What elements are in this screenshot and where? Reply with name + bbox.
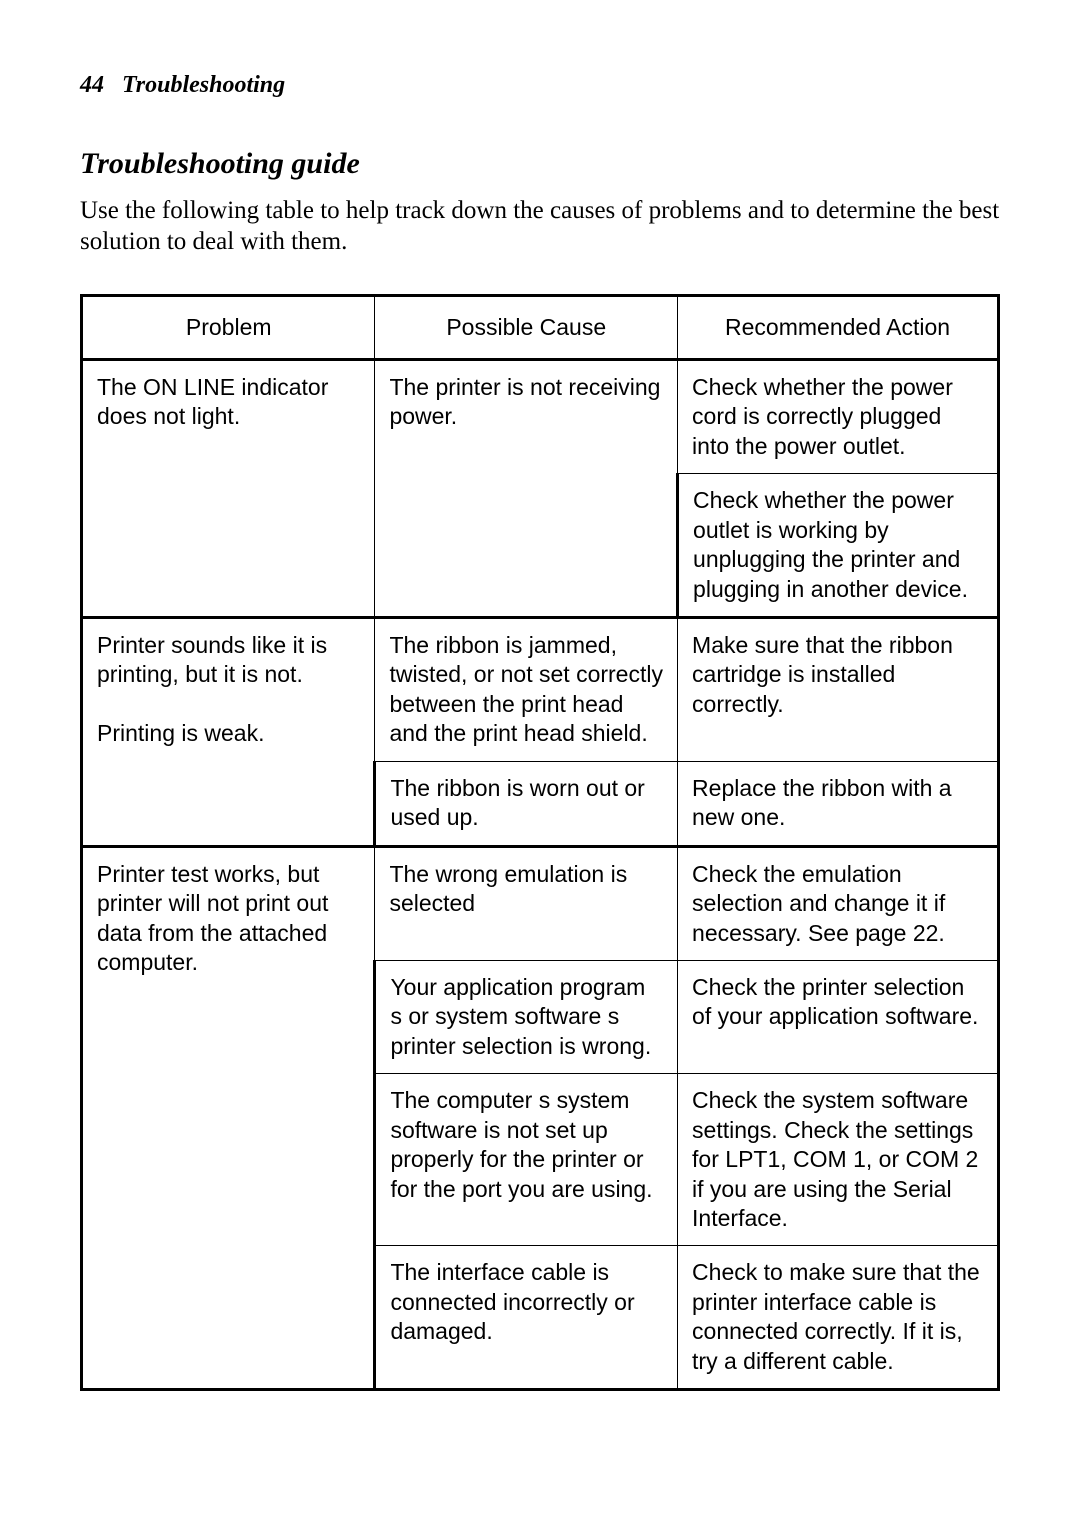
cell-cause: The interface cable is connected incorre… bbox=[375, 1246, 678, 1390]
cell-cause: The ribbon is worn out or used up. bbox=[375, 761, 678, 846]
table-row: Printer sounds like it is printing, but … bbox=[82, 618, 999, 762]
section-title: Troubleshooting guide bbox=[80, 147, 1000, 181]
page-section: Troubleshooting bbox=[122, 72, 285, 98]
document-page: 44Troubleshooting Troubleshooting guide … bbox=[0, 0, 1080, 1529]
table-row: Printer test works, but printer will not… bbox=[82, 846, 999, 960]
col-cause: Possible Cause bbox=[375, 295, 678, 359]
intro-paragraph: Use the following table to help track do… bbox=[80, 195, 1000, 258]
cell-cause: The ribbon is jammed, twisted, or not se… bbox=[375, 618, 678, 762]
table-row: The ON LINE indicator does not light.The… bbox=[82, 359, 999, 473]
cell-cause: The printer is not receiving power. bbox=[375, 359, 678, 617]
cell-cause: The wrong emulation is selected bbox=[375, 846, 678, 960]
col-action: Recommended Action bbox=[678, 295, 999, 359]
table-header-row: Problem Possible Cause Recommended Actio… bbox=[82, 295, 999, 359]
cell-action: Check whether the power outlet is workin… bbox=[678, 474, 999, 618]
cell-action: Make sure that the ribbon cartridge is i… bbox=[678, 618, 999, 762]
cell-problem: Printer test works, but printer will not… bbox=[82, 846, 375, 1390]
cell-action: Replace the ribbon with a new one. bbox=[678, 761, 999, 846]
cell-action: Check the system software settings. Chec… bbox=[678, 1074, 999, 1246]
troubleshooting-table: Problem Possible Cause Recommended Actio… bbox=[80, 294, 1000, 1392]
cell-problem: The ON LINE indicator does not light. bbox=[82, 359, 375, 617]
page-number: 44 bbox=[80, 72, 104, 98]
cell-problem: Printer sounds like it is printing, but … bbox=[82, 618, 375, 847]
cell-cause: The computer s system software is not se… bbox=[375, 1074, 678, 1246]
table-body: The ON LINE indicator does not light.The… bbox=[82, 359, 999, 1389]
cell-action: Check the emulation selection and change… bbox=[678, 846, 999, 960]
cell-action: Check to make sure that the printer inte… bbox=[678, 1246, 999, 1390]
cell-action: Check whether the power cord is correctl… bbox=[678, 359, 999, 473]
col-problem: Problem bbox=[82, 295, 375, 359]
running-header: 44 Troubleshooting bbox=[80, 72, 1000, 99]
cell-action: Check the printer selection of your appl… bbox=[678, 960, 999, 1073]
cell-cause: Your application program s or system sof… bbox=[375, 960, 678, 1073]
